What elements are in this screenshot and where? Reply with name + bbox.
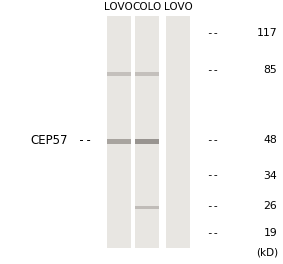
Text: LOVO: LOVO [164,2,193,12]
Bar [166,16,190,248]
Bar [107,16,131,248]
Bar [107,72,131,76]
Text: --: -- [206,228,219,238]
Text: --: -- [206,201,219,211]
Text: CEP57: CEP57 [31,134,68,147]
Bar [135,16,159,248]
Text: LOVO: LOVO [104,2,133,12]
Text: --: -- [206,135,219,145]
Text: 19: 19 [263,228,277,238]
Text: COLO: COLO [132,2,162,12]
Text: 34: 34 [263,171,277,181]
Text: --: -- [206,171,219,181]
Text: (kD): (kD) [256,248,278,258]
Text: --: -- [206,28,219,38]
Bar [135,72,159,76]
Bar [135,206,159,209]
Bar [135,139,159,144]
Bar [107,139,131,144]
Text: --: -- [206,65,219,75]
Text: 117: 117 [257,28,277,38]
Text: --: -- [78,134,92,147]
Text: 48: 48 [263,135,277,145]
Text: 26: 26 [263,201,277,211]
Text: 85: 85 [263,65,277,75]
